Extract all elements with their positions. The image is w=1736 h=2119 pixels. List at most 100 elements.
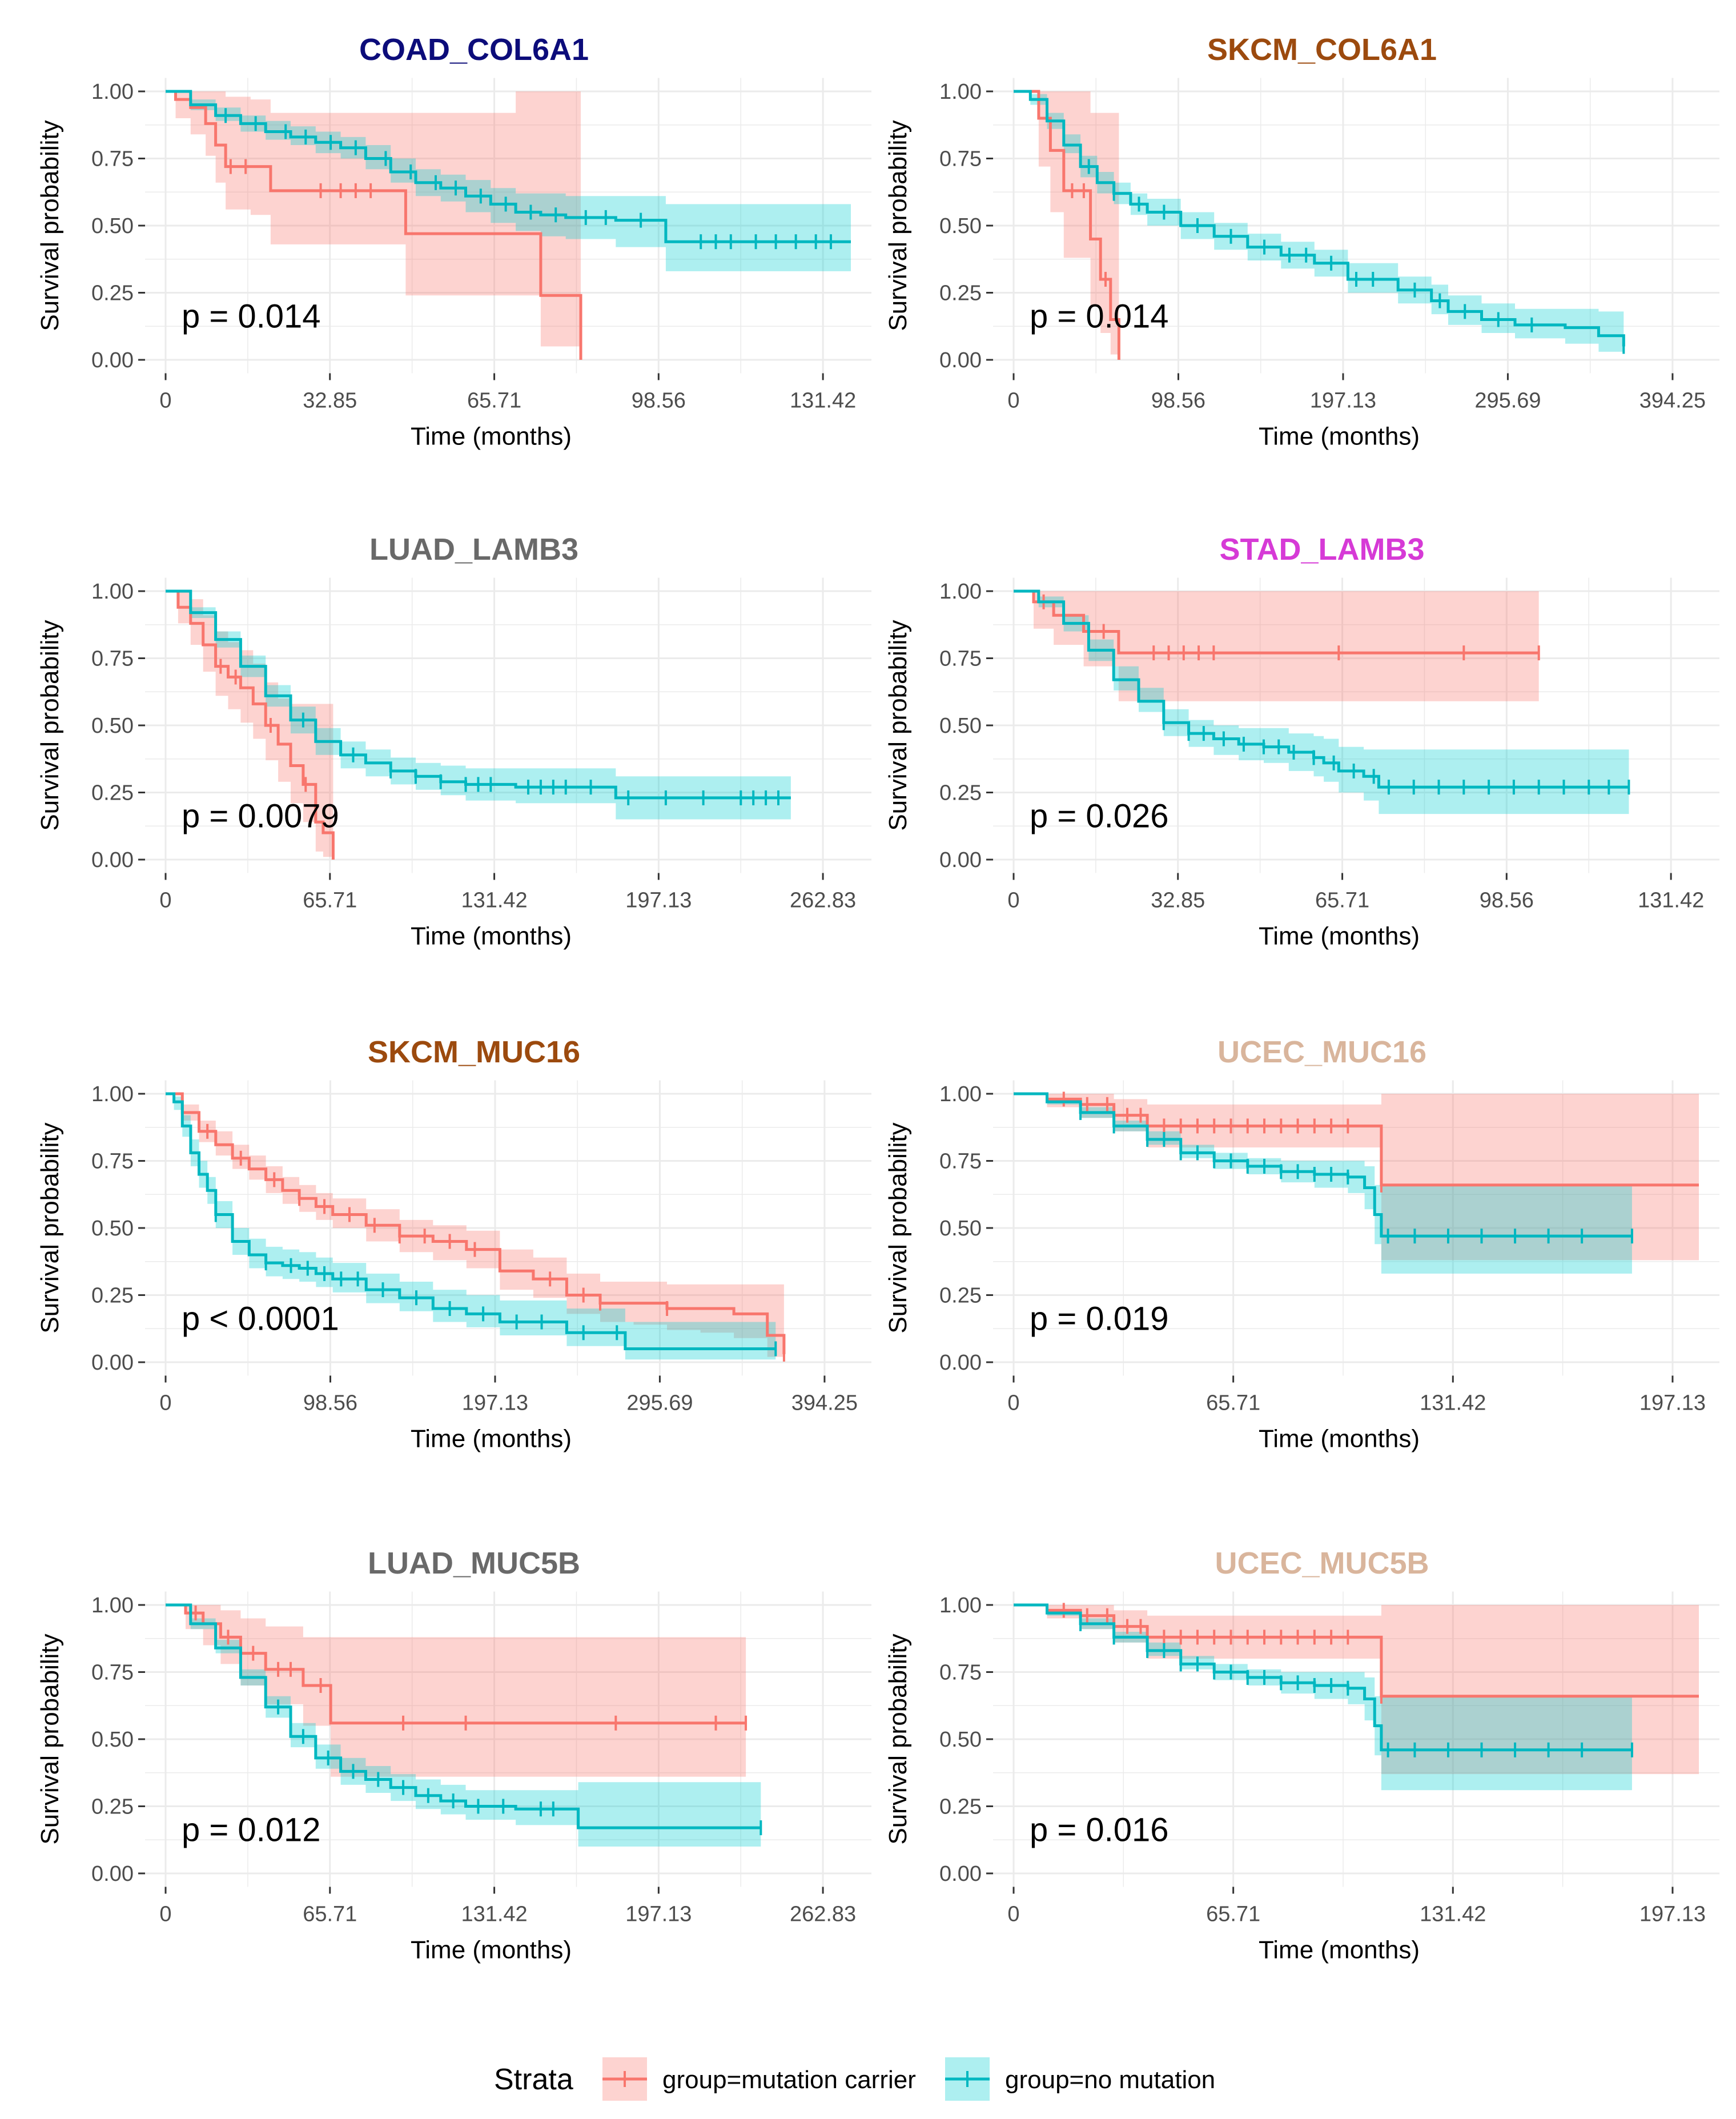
y-tick-label: 0.75 (91, 1150, 134, 1174)
y-tick-label: 1.00 (91, 1082, 134, 1106)
x-tick-label: 65.71 (303, 889, 357, 913)
x-tick-label: 0 (159, 1903, 171, 1927)
x-tick-label: 131.42 (1420, 1903, 1486, 1927)
km-panel-1: SKCM_COL6A1 0.00 0.25 0.50 0.75 1.00 0 98.56 197… (884, 33, 1719, 451)
legend-key (602, 2057, 647, 2101)
y-tick-label: 1.00 (91, 580, 134, 604)
y-tick-label: 0.00 (91, 348, 134, 372)
x-tick-label: 295.69 (626, 1391, 693, 1415)
x-axis-label: Time (months) (1259, 1425, 1420, 1453)
x-tick-label: 65.71 (1206, 1391, 1260, 1415)
confidence-band (166, 1094, 784, 1360)
panel-title: SKCM_MUC16 (368, 1035, 580, 1069)
x-tick-label: 98.56 (1151, 389, 1205, 413)
y-tick-label: 0.75 (91, 647, 134, 671)
x-axis-label: Time (months) (411, 1425, 572, 1453)
y-tick-label: 0.25 (91, 282, 134, 306)
x-tick-label: 131.42 (790, 389, 856, 413)
x-tick-label: 197.13 (1310, 389, 1376, 413)
x-tick-label: 0 (1007, 1903, 1019, 1927)
y-tick-label: 1.00 (939, 580, 982, 604)
panel-title: LUAD_MUC5B (368, 1546, 580, 1580)
confidence-band (1014, 591, 1629, 814)
x-tick-label: 394.25 (1639, 389, 1706, 413)
confidence-band (1014, 591, 1539, 701)
y-tick-label: 0.50 (939, 1217, 982, 1241)
y-tick-label: 0.75 (91, 147, 134, 171)
p-value-label: p = 0.019 (1030, 1301, 1169, 1338)
y-tick-label: 0.50 (91, 1217, 134, 1241)
y-tick-label: 0.00 (91, 1351, 134, 1375)
panel-title: COAD_COL6A1 (359, 33, 589, 67)
gridlines (993, 1591, 1719, 1887)
km-panel-0: COAD_COL6A1 0.00 0.25 0.50 0.75 1.00 0 32.85 65.… (36, 33, 871, 451)
x-tick-label: 262.83 (790, 1903, 856, 1927)
survival-curve (166, 589, 791, 800)
gridlines (145, 1080, 871, 1376)
y-tick-label: 0.50 (939, 714, 982, 738)
x-tick-label: 131.42 (461, 889, 527, 913)
gridlines (993, 577, 1719, 873)
confidence-band (1014, 1094, 1699, 1261)
y-tick-label: 0.00 (939, 1862, 982, 1886)
x-tick-label: 394.25 (791, 1391, 858, 1415)
x-tick-label: 65.71 (467, 389, 521, 413)
x-tick-label: 0 (1007, 389, 1019, 413)
gridlines (145, 577, 871, 873)
x-axis-label: Time (months) (1259, 1936, 1420, 1964)
survival-curve (1014, 589, 1629, 789)
x-axis-label: Time (months) (411, 1936, 572, 1964)
survival-curve (166, 1603, 761, 1829)
x-axis-label: Time (months) (1259, 423, 1420, 451)
y-tick-label: 1.00 (939, 1594, 982, 1618)
y-tick-label: 0.00 (939, 848, 982, 872)
y-axis-label: Survival probability (884, 1122, 912, 1333)
p-value-label: p = 0.016 (1030, 1812, 1169, 1849)
survival-curve (1014, 90, 1120, 360)
km-panel-4: SKCM_MUC16 0.00 0.25 0.50 0.75 1.00 0 98.56 197.… (36, 1035, 871, 1453)
y-tick-label: 0.25 (91, 1795, 134, 1819)
panel-title: UCEC_MUC5B (1215, 1546, 1429, 1580)
y-tick-label: 0.25 (91, 781, 134, 805)
x-tick-label: 32.85 (303, 389, 357, 413)
confidence-band (166, 91, 581, 347)
y-tick-label: 0.25 (91, 1284, 134, 1308)
x-axis-label: Time (months) (411, 423, 572, 451)
x-tick-label: 65.71 (1315, 889, 1369, 913)
x-tick-label: 197.13 (625, 1903, 692, 1927)
y-tick-label: 0.75 (939, 1150, 982, 1174)
panel-title: UCEC_MUC16 (1217, 1035, 1426, 1069)
x-tick-label: 65.71 (1206, 1903, 1260, 1927)
p-value-label: p = 0.014 (1030, 298, 1169, 335)
y-axis-label: Survival probability (36, 1634, 64, 1844)
y-tick-label: 0.00 (91, 848, 134, 872)
y-tick-label: 1.00 (939, 80, 982, 104)
confidence-band (166, 1094, 776, 1360)
panel-title: LUAD_LAMB3 (369, 532, 578, 567)
y-tick-label: 0.50 (939, 214, 982, 238)
y-axis-label: Survival probability (884, 120, 912, 331)
p-value-label: p = 0.012 (182, 1812, 321, 1849)
x-tick-label: 262.83 (790, 889, 856, 913)
x-tick-label: 98.56 (1480, 889, 1534, 913)
x-tick-label: 0 (1007, 1391, 1019, 1415)
y-tick-label: 0.25 (939, 282, 982, 306)
x-tick-label: 131.42 (1420, 1391, 1486, 1415)
y-tick-label: 0.50 (939, 1728, 982, 1752)
y-tick-label: 0.00 (91, 1862, 134, 1886)
km-panel-3: STAD_LAMB3 0.00 0.25 0.50 0.75 1.00 0 32.85 65.7… (884, 532, 1719, 950)
confidence-band (1014, 91, 1624, 358)
km-panel-6: LUAD_MUC5B 0.00 0.25 0.50 0.75 1.00 0 65.71 131.… (36, 1546, 871, 1964)
legend-key (945, 2057, 990, 2101)
x-axis-label: Time (months) (411, 922, 572, 950)
p-value-label: p = 0.014 (182, 298, 321, 335)
gridlines (993, 78, 1719, 374)
y-tick-label: 0.50 (91, 714, 134, 738)
panel-title: STAD_LAMB3 (1219, 532, 1424, 567)
y-tick-label: 0.50 (91, 1728, 134, 1752)
confidence-band (166, 591, 333, 857)
y-tick-label: 0.25 (939, 1795, 982, 1819)
survival-curve (166, 90, 851, 243)
x-tick-label: 197.13 (1639, 1391, 1706, 1415)
